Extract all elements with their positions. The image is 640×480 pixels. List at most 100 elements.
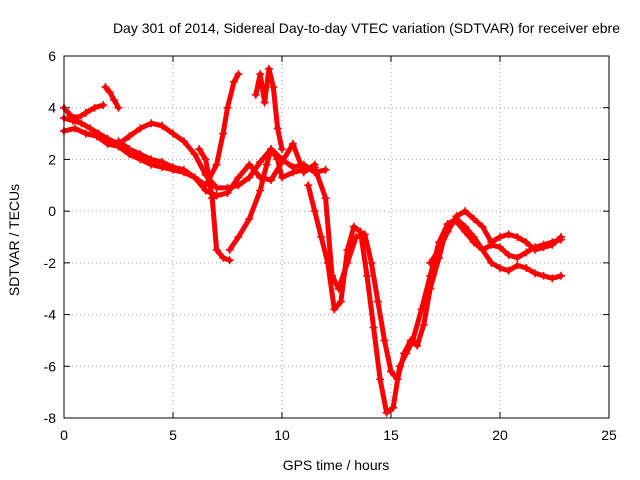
satellite-track-10-point bbox=[469, 214, 478, 223]
satellite-track-8 bbox=[251, 64, 286, 154]
satellite-track-1-point bbox=[234, 70, 243, 79]
satellite-track-2-point bbox=[158, 121, 167, 130]
satellite-track-2-point bbox=[245, 173, 254, 182]
satellite-track-2-point bbox=[103, 134, 112, 143]
y-tick-label: 6 bbox=[48, 48, 56, 64]
satellite-track-4-point bbox=[101, 83, 110, 91]
satellite-track-9-point bbox=[496, 243, 504, 252]
satellite-track-10-point bbox=[487, 238, 496, 247]
satellite-track-2-point bbox=[190, 150, 199, 159]
chart-title: Day 301 of 2014, Sidereal Day-to-day VTE… bbox=[113, 20, 620, 36]
satellite-track-10-point bbox=[435, 245, 443, 254]
satellite-track-10-line bbox=[427, 208, 564, 266]
satellite-track-2-point bbox=[169, 129, 177, 138]
satellite-track-9-point bbox=[369, 323, 378, 332]
satellite-track-9-point bbox=[310, 207, 319, 216]
satellite-track-8-point bbox=[278, 145, 286, 154]
satellite-track-9-point bbox=[426, 271, 435, 280]
satellite-track-10-point bbox=[504, 230, 513, 239]
satellite-track-10-point bbox=[461, 207, 470, 216]
satellite-track-10-point bbox=[548, 240, 557, 249]
satellite-track-8-point bbox=[251, 90, 260, 99]
x-tick-label: 20 bbox=[492, 427, 508, 443]
satellite-track-7-point bbox=[299, 165, 308, 174]
x-tick-label: 25 bbox=[601, 427, 617, 443]
satellite-track-7-point bbox=[557, 271, 565, 280]
satellite-track-2-point bbox=[321, 165, 330, 174]
satellite-track-9-point bbox=[478, 245, 487, 254]
satellite-track-10-point bbox=[530, 245, 539, 254]
satellite-track-7-point bbox=[273, 155, 282, 164]
satellite-track-1-point bbox=[223, 103, 232, 112]
satellite-track-8-point bbox=[256, 70, 265, 79]
satellite-track-7-point bbox=[539, 271, 548, 280]
satellite-track-3-point bbox=[66, 111, 75, 120]
satellite-track-5-point bbox=[201, 186, 210, 195]
satellite-track-9-line bbox=[305, 182, 564, 416]
satellite-track-5-point bbox=[245, 160, 254, 169]
satellite-track-7-point bbox=[413, 341, 422, 350]
satellite-track-6-point bbox=[208, 194, 217, 203]
satellite-track-4-line bbox=[102, 84, 121, 111]
satellite-track-2-point bbox=[94, 129, 103, 138]
satellite-track-9-point bbox=[402, 349, 411, 358]
satellite-track-7-point bbox=[530, 269, 539, 278]
satellite-track-5-point bbox=[147, 155, 156, 164]
satellite-track-5-point bbox=[125, 145, 134, 154]
satellite-track-9-point bbox=[349, 222, 358, 231]
satellite-track-9-point bbox=[395, 362, 404, 371]
satellite-track-7-point bbox=[373, 297, 382, 306]
y-tick-label: -2 bbox=[44, 255, 57, 271]
satellite-track-6-point bbox=[201, 155, 210, 164]
satellite-track-7-point bbox=[548, 274, 557, 283]
satellite-track-10-point bbox=[513, 233, 522, 241]
x-axis-label: GPS time / hours bbox=[283, 457, 390, 473]
satellite-track-9-point bbox=[317, 233, 326, 241]
x-tick-label: 10 bbox=[274, 427, 290, 443]
satellite-track-7-point bbox=[321, 194, 330, 203]
satellite-track-7-point bbox=[380, 336, 389, 345]
data-series bbox=[60, 64, 565, 417]
satellite-track-10 bbox=[426, 207, 565, 267]
y-tick-label: 4 bbox=[48, 100, 56, 116]
satellite-track-10-point bbox=[426, 258, 435, 267]
satellite-track-2-line bbox=[61, 115, 329, 191]
satellite-track-3-point bbox=[90, 103, 99, 112]
satellite-track-7-point bbox=[278, 173, 286, 182]
satellite-track-5-point bbox=[288, 139, 297, 148]
satellite-track-9-point bbox=[417, 305, 426, 314]
satellite-track-5-point bbox=[114, 137, 123, 146]
satellite-track-7-point bbox=[267, 145, 276, 154]
satellite-track-9-point bbox=[336, 297, 345, 306]
satellite-track-2-point bbox=[86, 124, 95, 133]
y-tick-label: -4 bbox=[44, 307, 57, 323]
satellite-track-7-point bbox=[487, 258, 496, 267]
axes-ticks: 0 5 10 15 20 25 -8 -6 -4 -2 0 2 4 6 bbox=[44, 48, 617, 443]
satellite-track-2-point bbox=[212, 183, 221, 192]
satellite-track-7-point bbox=[234, 233, 243, 241]
satellite-track-1-point bbox=[212, 160, 221, 169]
satellite-track-2-point bbox=[179, 137, 188, 146]
satellite-track-5-point bbox=[136, 150, 145, 159]
satellite-track-5-point bbox=[223, 189, 232, 197]
satellite-track-1-point bbox=[70, 124, 79, 133]
satellite-track-5-point bbox=[267, 176, 276, 185]
x-tick-label: 15 bbox=[383, 427, 399, 443]
satellite-track-7-point bbox=[310, 163, 319, 172]
satellite-track-7-point bbox=[225, 245, 234, 254]
satellite-track-10-point bbox=[522, 238, 531, 247]
x-tick-label: 5 bbox=[169, 427, 177, 443]
plot-frame bbox=[63, 55, 610, 419]
satellite-track-7-point bbox=[262, 160, 271, 169]
satellite-track-9-point bbox=[389, 403, 398, 412]
satellite-track-9-point bbox=[382, 408, 391, 417]
satellite-track-7-point bbox=[245, 214, 254, 223]
x-tick-label: 0 bbox=[60, 427, 68, 443]
satellite-track-10-point bbox=[539, 243, 548, 252]
satellite-track-9-point bbox=[461, 227, 470, 236]
satellite-track-2-point bbox=[77, 119, 86, 128]
satellite-track-7-point bbox=[288, 168, 297, 177]
satellite-track-9-point bbox=[343, 245, 352, 254]
satellite-track-2 bbox=[60, 114, 330, 192]
satellite-track-9-point bbox=[363, 271, 371, 280]
